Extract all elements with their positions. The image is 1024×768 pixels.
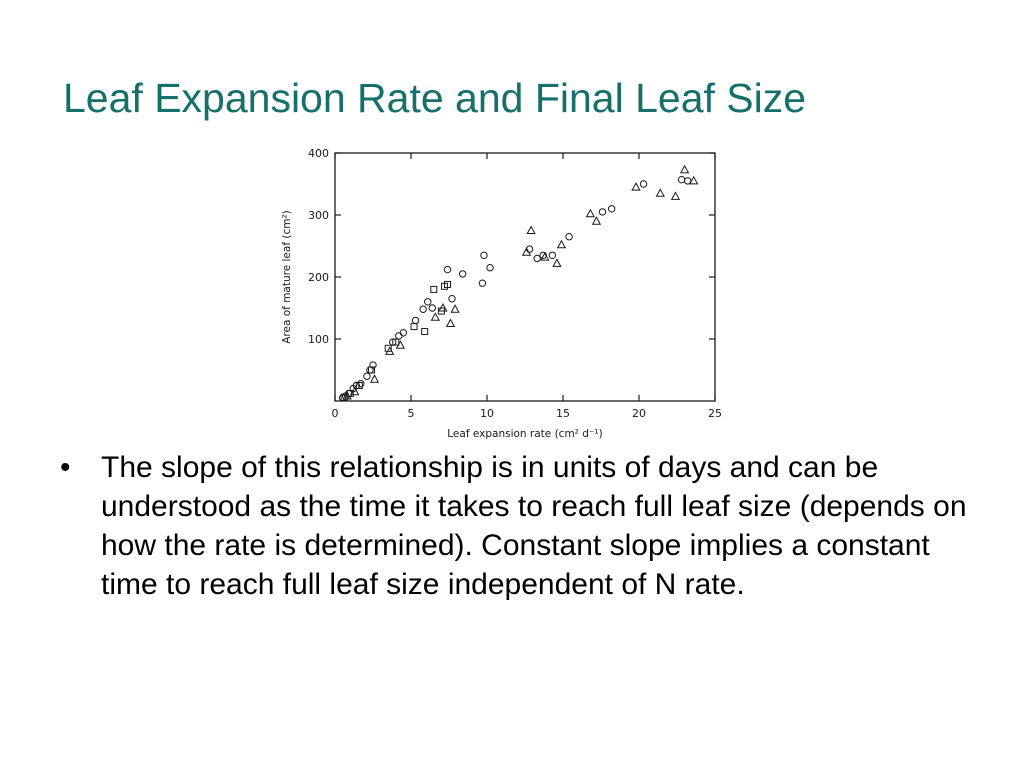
bullet-text: The slope of this relationship is in uni… xyxy=(101,451,967,601)
square-point xyxy=(384,344,392,352)
triangle-point xyxy=(526,225,536,234)
triangle-point xyxy=(350,386,360,396)
square-point xyxy=(410,323,418,331)
slide-title: Leaf Expansion Rate and Final Leaf Size xyxy=(63,75,807,121)
square-point xyxy=(367,366,375,374)
triangle-point xyxy=(445,318,456,327)
circle-point xyxy=(480,251,488,260)
bullet-item: • The slope of this relationship is in u… xyxy=(60,448,980,604)
square-point xyxy=(421,328,429,336)
circle-point xyxy=(363,372,371,380)
circle-point xyxy=(357,379,365,388)
x-tick-label: 10 xyxy=(480,407,494,420)
x-axis-ticks: 0 5 10 15 20 25 xyxy=(332,153,722,420)
triangle-point xyxy=(450,304,460,313)
circle-point xyxy=(369,361,377,369)
circle-point xyxy=(683,177,692,185)
x-axis-label: Leaf expansion rate (cm² d⁻¹) xyxy=(447,428,602,440)
y-axis-label: Area of mature leaf (cm²) xyxy=(281,210,293,344)
x-tick-label: 20 xyxy=(632,407,646,420)
circle-point xyxy=(399,329,408,337)
square-point xyxy=(340,393,348,401)
scatter-chart-svg: 0 5 10 15 20 25 100 200 300 400 Leaf expansion r… xyxy=(281,147,722,440)
circle-point xyxy=(533,254,541,263)
plot-frame xyxy=(334,152,716,402)
triangle-point xyxy=(552,258,562,267)
plot-border xyxy=(334,152,716,402)
circle-point xyxy=(424,298,432,306)
y-tick-label: 200 xyxy=(308,271,329,284)
circle-point xyxy=(458,270,467,278)
triangle-point xyxy=(342,390,352,400)
triangle-point xyxy=(585,208,596,218)
circle-point xyxy=(411,316,420,325)
triangle-point xyxy=(670,191,681,200)
bullet-list: • The slope of this relationship is in u… xyxy=(60,448,980,604)
triangle-point xyxy=(679,164,690,174)
y-tick-label: 100 xyxy=(308,333,329,346)
scatter-chart: 0 5 10 15 20 25 100 200 300 400 Leaf expansion r… xyxy=(270,138,740,448)
triangle-point xyxy=(385,346,395,355)
triangle-point xyxy=(631,182,641,191)
circle-point xyxy=(428,304,436,312)
x-tick-label: 5 xyxy=(408,407,415,420)
x-tick-label: 15 xyxy=(556,407,570,420)
triangle-point xyxy=(369,374,380,383)
circle-point xyxy=(677,175,686,184)
circle-point xyxy=(443,265,452,274)
triangle-point xyxy=(556,239,567,249)
circle-point xyxy=(478,279,487,287)
circle-point xyxy=(598,208,607,216)
square-point xyxy=(355,382,363,389)
circle-point xyxy=(565,233,573,241)
triangle-point xyxy=(591,216,602,225)
triangle-point xyxy=(655,188,665,197)
data-points xyxy=(338,164,699,402)
circle-point xyxy=(486,264,494,272)
y-tick-label: 300 xyxy=(308,209,329,222)
circle-point xyxy=(419,305,427,313)
square-point xyxy=(346,390,354,398)
triangle-point xyxy=(540,252,550,261)
triangle-point xyxy=(438,302,448,312)
triangle-point xyxy=(521,247,532,256)
circle-point xyxy=(395,332,403,340)
circle-point xyxy=(548,251,557,260)
square-point xyxy=(443,280,451,288)
x-tick-label: 25 xyxy=(708,407,722,420)
circle-point xyxy=(448,295,456,303)
circle-point xyxy=(607,205,616,213)
circle-point xyxy=(639,180,648,188)
bullet-marker: • xyxy=(60,451,71,484)
square-point xyxy=(430,285,438,293)
triangle-point xyxy=(430,312,440,321)
triangle-point xyxy=(395,340,406,349)
triangle-point xyxy=(689,175,699,185)
y-axis-ticks: 100 200 300 400 xyxy=(308,147,715,346)
square-point xyxy=(392,338,400,346)
y-tick-label: 400 xyxy=(308,147,329,160)
x-tick-label: 0 xyxy=(332,407,339,420)
